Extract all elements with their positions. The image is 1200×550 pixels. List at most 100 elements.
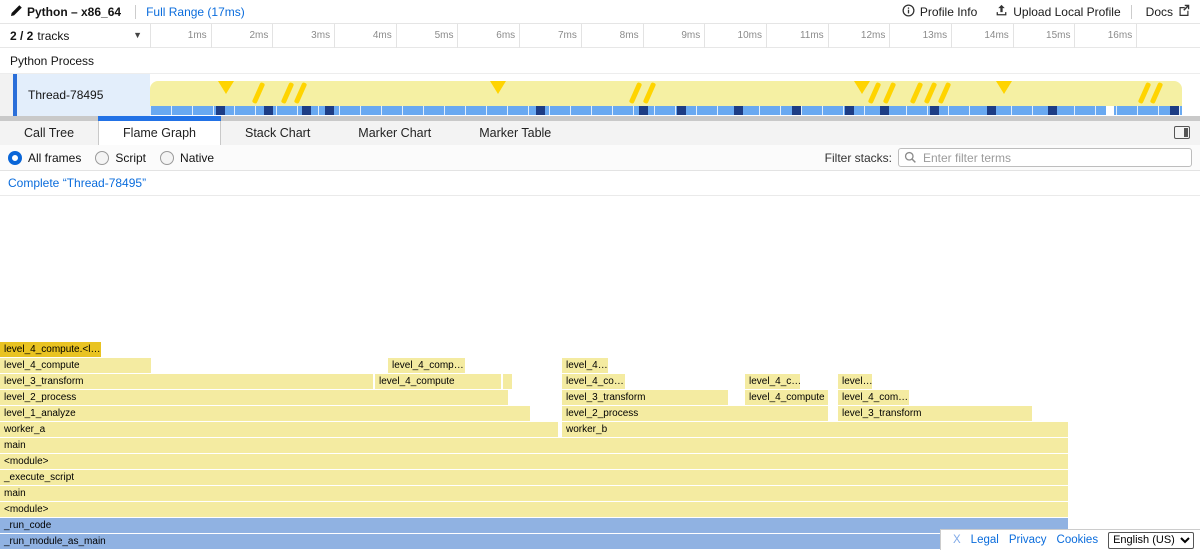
flame-frame[interactable]: <module> — [0, 502, 1068, 517]
flame-frame[interactable]: level_3_transform — [0, 374, 373, 389]
flame-row: main — [0, 486, 1200, 502]
radio-label: Script — [115, 150, 147, 165]
flame-frame[interactable]: main — [0, 486, 1068, 501]
busy-sample-segment — [930, 106, 939, 115]
tab-marker-chart[interactable]: Marker Chart — [358, 126, 432, 140]
radio-all-frames[interactable]: All frames — [8, 150, 81, 165]
jank-marker-triangle[interactable] — [996, 81, 1012, 94]
jank-marker-slash[interactable] — [1149, 81, 1164, 105]
flame-row: <module> — [0, 502, 1200, 518]
flame-frame[interactable]: level_2_process — [562, 406, 828, 421]
flame-frame[interactable]: _execute_script — [0, 470, 1068, 485]
flame-row: level_3_transform level_4_compute level_4_… — [0, 374, 1200, 390]
busy-sample-segment — [845, 106, 854, 115]
flame-frame[interactable]: _run_code — [0, 518, 1068, 533]
jank-marker-slash[interactable] — [923, 81, 938, 105]
jank-marker-slash[interactable] — [628, 81, 643, 105]
radio-native[interactable]: Native — [160, 150, 215, 165]
edit-pencil-icon[interactable] — [10, 4, 23, 20]
filter-stacks-label: Filter stacks: — [824, 150, 892, 165]
ruler-tick: 8ms — [582, 24, 644, 48]
profile-info-button[interactable]: Profile Info — [902, 3, 977, 20]
tracks-dropdown[interactable]: 2 / 2 tracks ▼ — [0, 24, 150, 47]
header-divider — [1130, 4, 1132, 19]
upload-icon — [995, 4, 1008, 20]
tab-call-tree[interactable]: Call Tree — [24, 126, 75, 140]
track-thread[interactable]: Thread-78495 — [0, 74, 1200, 116]
jank-marker-slash[interactable] — [293, 81, 308, 105]
flame-frame[interactable]: level_4_c… — [745, 374, 800, 389]
flame-frame[interactable]: <module> — [0, 454, 1068, 469]
jank-marker-triangle[interactable] — [490, 81, 506, 94]
filter-stacks-input[interactable] — [898, 148, 1192, 167]
track-gutter — [0, 74, 13, 116]
flame-frame[interactable]: level_4… — [562, 358, 608, 373]
tracks-word: tracks — [37, 28, 70, 43]
flame-graph-canvas[interactable]: level_4_compute.<l… level_4_compute level_… — [0, 196, 1200, 550]
busy-sample-segment — [677, 106, 686, 115]
sidebar-toggle-icon[interactable] — [1174, 126, 1190, 139]
flame-frame[interactable]: level_3_transform — [838, 406, 1032, 421]
flame-frame[interactable]: level_4_com… — [838, 390, 909, 405]
language-select[interactable]: English (US) — [1108, 531, 1194, 549]
breadcrumb[interactable]: Complete “Thread-78495” — [8, 176, 147, 190]
ruler-tick: 14ms — [952, 24, 1014, 48]
frame-filter-radios: All frames Script Native — [8, 150, 215, 165]
ruler-tick: 12ms — [829, 24, 891, 48]
jank-marker-slash[interactable] — [937, 81, 952, 105]
thread-track-label[interactable]: Thread-78495 — [17, 74, 150, 116]
jank-marker-slash[interactable] — [280, 81, 295, 105]
flame-frame[interactable]: level_3_transform — [562, 390, 728, 405]
flame-row: level_4_compute.<l… — [0, 342, 1200, 358]
tab-flame-graph[interactable]: Flame Graph — [98, 116, 221, 145]
jank-marker-slash[interactable] — [642, 81, 657, 105]
flame-frame[interactable]: level_4_comp… — [388, 358, 465, 373]
flame-frame[interactable]: worker_b — [562, 422, 1068, 437]
tab-marker-table[interactable]: Marker Table — [479, 126, 552, 140]
flame-row: level_4_compute level_4_comp… level_4… — [0, 358, 1200, 374]
thread-activity-graph[interactable] — [150, 74, 1182, 116]
footer-link-x[interactable]: X — [953, 534, 961, 546]
jank-marker-slash[interactable] — [882, 81, 897, 105]
time-ruler[interactable]: 1ms 2ms 3ms 4ms 5ms 6ms 7ms 8ms 9ms 10ms 11ms 12ms 1… — [150, 24, 1200, 48]
flame-frame[interactable]: level_4_compute — [745, 390, 828, 405]
flame-frame[interactable]: main — [0, 438, 1068, 453]
radio-dot-icon[interactable] — [160, 150, 175, 165]
flamegraph-settings-row: All frames Script Native Filter stacks: — [0, 145, 1200, 171]
ruler-tick: 6ms — [459, 24, 521, 48]
flame-frame[interactable]: _run_module_as_main — [0, 534, 1066, 549]
flame-frame[interactable]: level_1_analyze — [0, 406, 530, 421]
flame-frame[interactable]: level_4_co… — [562, 374, 625, 389]
docs-link[interactable]: Docs — [1146, 4, 1190, 19]
jank-marker-triangle[interactable] — [854, 81, 870, 94]
radio-dot-icon[interactable] — [8, 150, 22, 165]
flame-row: level_1_analyze level_2_process level_3_tr… — [0, 406, 1200, 422]
flame-frame[interactable]: level_4_compute — [375, 374, 501, 389]
flame-frame[interactable]: worker_a — [0, 422, 558, 437]
app-header: Python – x86_64 Full Range (17ms) Profil… — [0, 0, 1200, 24]
ruler-tick: 13ms — [890, 24, 953, 48]
flame-frame[interactable]: level_4_compute.<l… — [0, 342, 101, 357]
footer-link-legal[interactable]: Legal — [970, 534, 999, 546]
flame-frame[interactable] — [503, 374, 512, 389]
busy-sample-segment — [264, 106, 273, 115]
radio-label: Native — [180, 150, 215, 165]
flame-frame[interactable]: level_4_compute — [0, 358, 151, 373]
upload-local-profile-button[interactable]: Upload Local Profile — [995, 4, 1121, 20]
busy-sample-segment — [536, 106, 545, 115]
flame-frame[interactable]: level… — [838, 374, 872, 389]
jank-marker-slash[interactable] — [909, 81, 924, 105]
footer-link-privacy[interactable]: Privacy — [1008, 534, 1047, 546]
panel-tabbar: Call Tree Flame Graph Stack Chart Marker Ch… — [0, 116, 1200, 145]
track-python-process[interactable]: Python Process — [0, 48, 1200, 74]
flame-row: _run_module_as_main — [0, 534, 1200, 550]
footer-link-cookies[interactable]: Cookies — [1056, 534, 1099, 546]
jank-marker-triangle[interactable] — [218, 81, 234, 94]
jank-marker-slash[interactable] — [251, 81, 266, 105]
radio-script[interactable]: Script — [95, 150, 147, 165]
full-range-link[interactable]: Full Range (17ms) — [146, 4, 245, 19]
flame-frame[interactable]: level_2_process — [0, 390, 508, 405]
radio-dot-icon[interactable] — [95, 150, 110, 165]
tab-stack-chart[interactable]: Stack Chart — [244, 126, 311, 140]
ruler-tick: 5ms — [397, 24, 459, 48]
